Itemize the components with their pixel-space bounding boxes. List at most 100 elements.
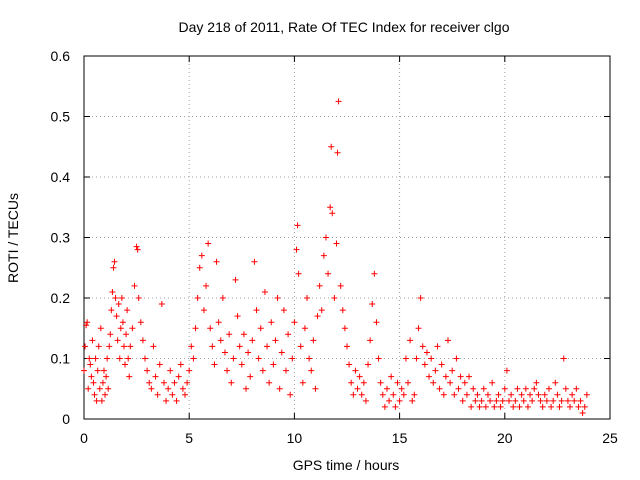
data-point [272,337,279,344]
data-point [579,409,586,416]
data-point [111,258,118,265]
data-point [209,343,216,350]
data-point [88,373,95,380]
data-point [115,301,122,308]
data-point [360,379,367,386]
data-point [327,204,334,211]
data-point [466,373,473,380]
data-point [295,270,302,277]
data-point [87,361,94,368]
data-point [423,349,430,356]
data-point [112,295,119,301]
data-point [98,397,105,404]
data-point [133,243,140,250]
y-tick-label: 0.6 [51,48,71,64]
data-point [569,391,576,398]
data-point [516,403,523,410]
data-point [459,397,466,404]
data-point [428,355,435,362]
data-point [100,367,107,374]
data-point [179,385,186,392]
data-point [291,319,298,326]
data-point [127,343,134,350]
data-point [211,361,218,368]
data-point [293,246,300,253]
data-point [367,337,374,344]
data-point [217,337,224,344]
x-axis: 0 5 10 15 20 25 [80,430,618,446]
data-point [386,397,393,404]
data-point [221,349,228,356]
data-point [554,391,561,398]
data-point [240,331,247,338]
data-point [169,391,176,398]
data-point [190,355,197,362]
data-point [167,367,174,374]
data-point [501,385,508,392]
data-point [177,361,184,368]
data-point [198,252,205,259]
data-point [430,379,437,386]
data-point [238,361,245,368]
data-point [325,270,332,277]
data-point [562,385,569,392]
data-point [375,355,382,362]
data-point [86,355,93,362]
data-point [245,349,252,356]
data-point [146,379,153,386]
data-point [184,379,191,386]
data-point [489,379,496,386]
data-point [131,282,138,289]
data-point [493,397,500,404]
data-point [116,355,123,362]
data-point [419,343,426,350]
y-tick-label: 0.3 [51,230,71,246]
data-point [81,367,87,374]
data-point [122,361,129,368]
data-point [331,295,338,301]
data-point [226,331,233,338]
data-point [196,264,203,271]
data-point [105,385,112,392]
data-point [468,403,475,410]
data-point [96,385,103,392]
data-point [407,337,414,344]
data-point [369,301,376,308]
data-point [118,295,125,301]
x-tick-label: 25 [602,430,618,446]
data-point [522,385,529,392]
data-point [312,385,319,392]
data-point [571,397,578,404]
data-point [335,98,342,105]
data-point [266,379,273,386]
data-point [383,385,390,392]
data-point [421,361,428,368]
data-point [484,391,491,398]
data-point [413,355,420,362]
grid [84,56,610,419]
data-point [573,385,580,392]
data-point [251,258,258,265]
data-point [558,397,565,404]
data-point [282,367,289,374]
data-point [575,403,582,410]
data-point [476,403,483,410]
data-point [432,367,439,374]
data-point [119,319,126,326]
data-point [531,385,538,392]
data-point [205,240,212,247]
data-point [106,343,113,350]
data-point [236,343,243,350]
data-point [510,403,517,410]
data-point [165,385,172,392]
data-point [552,379,559,386]
data-point [103,373,110,380]
data-point [148,385,155,392]
data-point [480,385,487,392]
data-point [495,391,502,398]
data-point [440,391,447,398]
data-point [299,379,306,386]
data-point [409,397,416,404]
data-point [228,379,235,386]
